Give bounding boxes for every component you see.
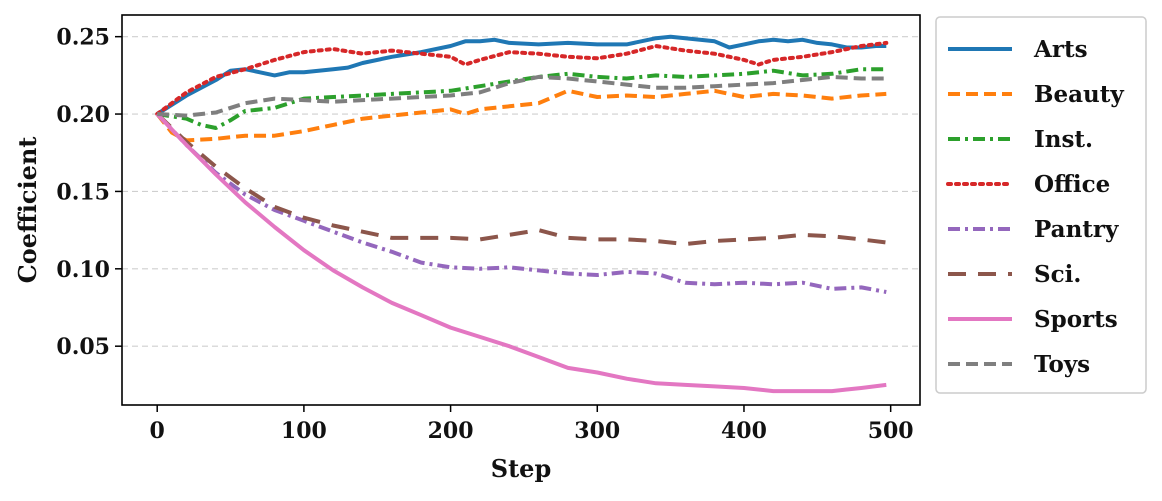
y-tick-label: 0.20 (56, 102, 110, 128)
legend-label: Inst. (1034, 126, 1093, 153)
x-axis-label: Step (491, 454, 551, 483)
series-lines (155, 34, 889, 394)
legend-frame (935, 16, 1147, 394)
x-tick-label: 500 (868, 418, 914, 444)
x-tick-label: 0 (150, 418, 165, 444)
x-tick-label: 400 (721, 418, 767, 444)
grid-lines (122, 36, 920, 347)
legend-label: Sci. (1034, 261, 1081, 288)
y-axis: 0.05 0.10 0.15 0.20 0.25 (56, 25, 122, 360)
x-tick-label: 100 (281, 418, 327, 444)
x-tick-label: 300 (574, 418, 620, 444)
legend-label: Sports (1034, 306, 1118, 333)
y-tick-label: 0.25 (56, 25, 110, 51)
x-tick-label: 200 (428, 418, 474, 444)
y-axis-label: Coefficient (13, 137, 42, 284)
series-line-arts (156, 34, 887, 116)
series-line-toys (157, 74, 887, 118)
series-line-sci (155, 112, 887, 246)
legend: Arts Beauty Inst. Office Pantry Sci. Sports Toy… (935, 16, 1147, 394)
y-tick-label: 0.10 (56, 257, 110, 283)
x-axis: 0 100 200 300 400 500 (150, 405, 914, 444)
y-tick-label: 0.15 (56, 179, 110, 205)
series-line-office (155, 40, 889, 116)
legend-label: Arts (1033, 36, 1088, 63)
series-line-inst (156, 67, 887, 130)
legend-label: Office (1034, 171, 1110, 198)
plot-frame (121, 14, 921, 406)
series-line-sports (155, 112, 887, 394)
y-tick-label: 0.05 (56, 334, 110, 360)
series-line-pantry (155, 112, 887, 294)
legend-label: Beauty (1034, 81, 1124, 108)
legend-label: Pantry (1034, 216, 1119, 243)
legend-label: Toys (1034, 351, 1090, 378)
series-line-beauty (155, 88, 887, 143)
